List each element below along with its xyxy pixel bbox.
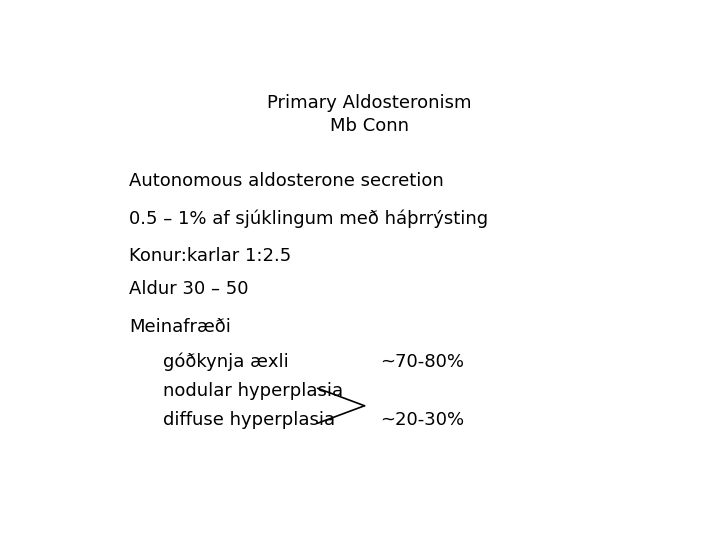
Text: Primary Aldosteronism
Mb Conn: Primary Aldosteronism Mb Conn <box>266 94 472 135</box>
Text: Autonomous aldosterone secretion: Autonomous aldosterone secretion <box>129 172 444 190</box>
Text: góðkynja æxli: góðkynja æxli <box>163 353 288 372</box>
Text: Konur:karlar 1:2.5: Konur:karlar 1:2.5 <box>129 247 292 265</box>
Text: ~70-80%: ~70-80% <box>380 353 464 371</box>
Text: Meinafræði: Meinafræði <box>129 318 231 336</box>
Text: nodular hyperplasia: nodular hyperplasia <box>163 382 343 400</box>
Text: Aldur 30 – 50: Aldur 30 – 50 <box>129 280 248 298</box>
Text: ~20-30%: ~20-30% <box>380 411 464 429</box>
Text: diffuse hyperplasia: diffuse hyperplasia <box>163 411 335 429</box>
Text: 0.5 – 1% af sjúklingum með háþrrýsting: 0.5 – 1% af sjúklingum með háþrrýsting <box>129 210 488 228</box>
